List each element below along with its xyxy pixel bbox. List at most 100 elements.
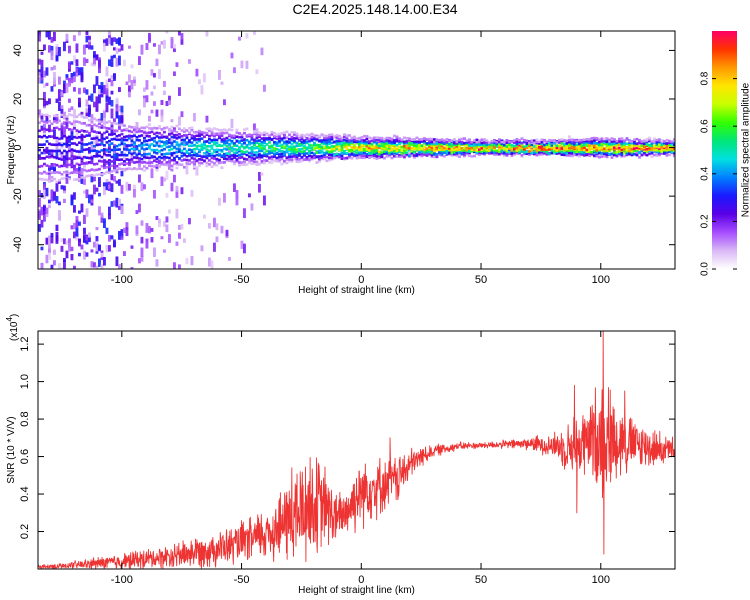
ridge-cell bbox=[285, 147, 289, 151]
ridge-cell bbox=[558, 140, 561, 144]
ridge-cell bbox=[510, 145, 514, 149]
ridge-cell bbox=[413, 138, 416, 141]
noise-cell bbox=[118, 105, 121, 112]
noise-cell bbox=[245, 33, 249, 39]
ridge-cell bbox=[468, 138, 471, 142]
ridge-cell bbox=[108, 165, 111, 169]
ridge-cell bbox=[310, 155, 314, 158]
ridge-cell bbox=[275, 156, 279, 160]
ridge-cell bbox=[153, 126, 156, 130]
noise-cell bbox=[105, 84, 109, 91]
ridge-cell bbox=[358, 140, 361, 143]
ridge-cell bbox=[133, 151, 136, 155]
noise-cell bbox=[38, 190, 41, 197]
noise-cell bbox=[200, 85, 204, 95]
ridge-cell bbox=[533, 141, 536, 145]
ridge-cell bbox=[375, 138, 379, 142]
noise-cell bbox=[165, 100, 169, 107]
ridge-cell bbox=[218, 153, 221, 156]
ridge-cell bbox=[655, 143, 659, 147]
ridge-cell bbox=[255, 160, 259, 164]
noise-cell bbox=[120, 229, 124, 238]
ridge-cell bbox=[543, 143, 546, 147]
noise-cell bbox=[63, 260, 66, 269]
ridge-cell bbox=[663, 148, 666, 151]
noise-cell bbox=[143, 97, 146, 108]
noise-cell bbox=[150, 69, 154, 76]
ridge-cell bbox=[45, 121, 49, 124]
ridge-cell bbox=[138, 167, 141, 170]
ridge-cell bbox=[550, 147, 554, 150]
ridge-cell bbox=[198, 158, 201, 161]
ridge-cell bbox=[558, 149, 561, 153]
ridge-cell bbox=[270, 161, 274, 164]
ridge-cell bbox=[493, 145, 496, 149]
ridge-cell bbox=[88, 150, 91, 153]
ridge-cell bbox=[38, 148, 41, 152]
ridge-cell bbox=[403, 149, 406, 153]
ridge-cell bbox=[490, 148, 494, 152]
ridge-cell bbox=[375, 149, 379, 153]
ridge-cell bbox=[305, 158, 309, 161]
ridge-cell bbox=[223, 157, 226, 161]
ridge-cell bbox=[390, 137, 394, 141]
noise-cell bbox=[78, 166, 81, 175]
ridge-cell bbox=[370, 153, 374, 157]
ridge-cell bbox=[603, 141, 606, 144]
ridge-cell bbox=[443, 154, 446, 158]
ridge-cell bbox=[540, 138, 544, 142]
ridge-cell bbox=[155, 127, 159, 130]
noise-cell bbox=[255, 69, 259, 75]
ridge-cell bbox=[40, 172, 44, 175]
ridge-cell bbox=[613, 146, 616, 149]
ridge-cell bbox=[548, 141, 551, 145]
ridge-cell bbox=[513, 153, 516, 156]
ridge-cell bbox=[563, 151, 566, 154]
noise-cell bbox=[80, 145, 84, 151]
ridge-cell bbox=[135, 167, 139, 171]
ridge-cell bbox=[365, 144, 369, 148]
ridge-cell bbox=[183, 147, 186, 151]
ridge-cell bbox=[75, 129, 79, 132]
ridge-cell bbox=[275, 148, 279, 151]
ridge-cell bbox=[623, 154, 626, 158]
ridge-cell bbox=[105, 165, 109, 169]
ridge-cell bbox=[370, 139, 374, 143]
noise-cell bbox=[48, 245, 51, 249]
ridge-cell bbox=[658, 140, 661, 144]
ridge-cell bbox=[360, 141, 364, 144]
noise-cell bbox=[113, 175, 116, 182]
noise-cell bbox=[103, 256, 106, 266]
ridge-cell bbox=[115, 122, 119, 125]
ridge-cell bbox=[225, 153, 229, 157]
ridge-cell bbox=[280, 132, 284, 135]
ridge-cell bbox=[583, 138, 586, 142]
noise-cell bbox=[145, 80, 149, 90]
ridge-cell bbox=[155, 148, 159, 152]
ridge-cell bbox=[655, 138, 659, 142]
noise-cell bbox=[115, 197, 119, 208]
ridge-cell bbox=[213, 134, 216, 138]
y-tick-label: -40 bbox=[12, 237, 24, 253]
ridge-cell bbox=[190, 154, 194, 157]
ridge-cell bbox=[203, 155, 206, 158]
ridge-cell bbox=[468, 141, 471, 144]
noise-cell bbox=[140, 247, 144, 257]
ridge-cell bbox=[253, 153, 256, 157]
ridge-cell bbox=[593, 150, 596, 154]
ridge-cell bbox=[238, 153, 241, 157]
ridge-cell bbox=[203, 159, 206, 163]
ridge-cell bbox=[55, 163, 59, 167]
noise-cell bbox=[110, 183, 114, 193]
ridge-cell bbox=[548, 138, 551, 142]
ridge-cell bbox=[505, 141, 509, 145]
y-axis-label: SNR (10 * V/V) bbox=[6, 416, 17, 483]
ridge-cell bbox=[200, 144, 204, 148]
ridge-cell bbox=[175, 130, 179, 134]
ridge-cell bbox=[428, 150, 431, 154]
ridge-cell bbox=[638, 138, 641, 142]
ridge-cell bbox=[428, 139, 431, 142]
noise-cell bbox=[88, 146, 91, 152]
ridge-cell bbox=[580, 144, 584, 148]
noise-cell bbox=[70, 130, 74, 140]
